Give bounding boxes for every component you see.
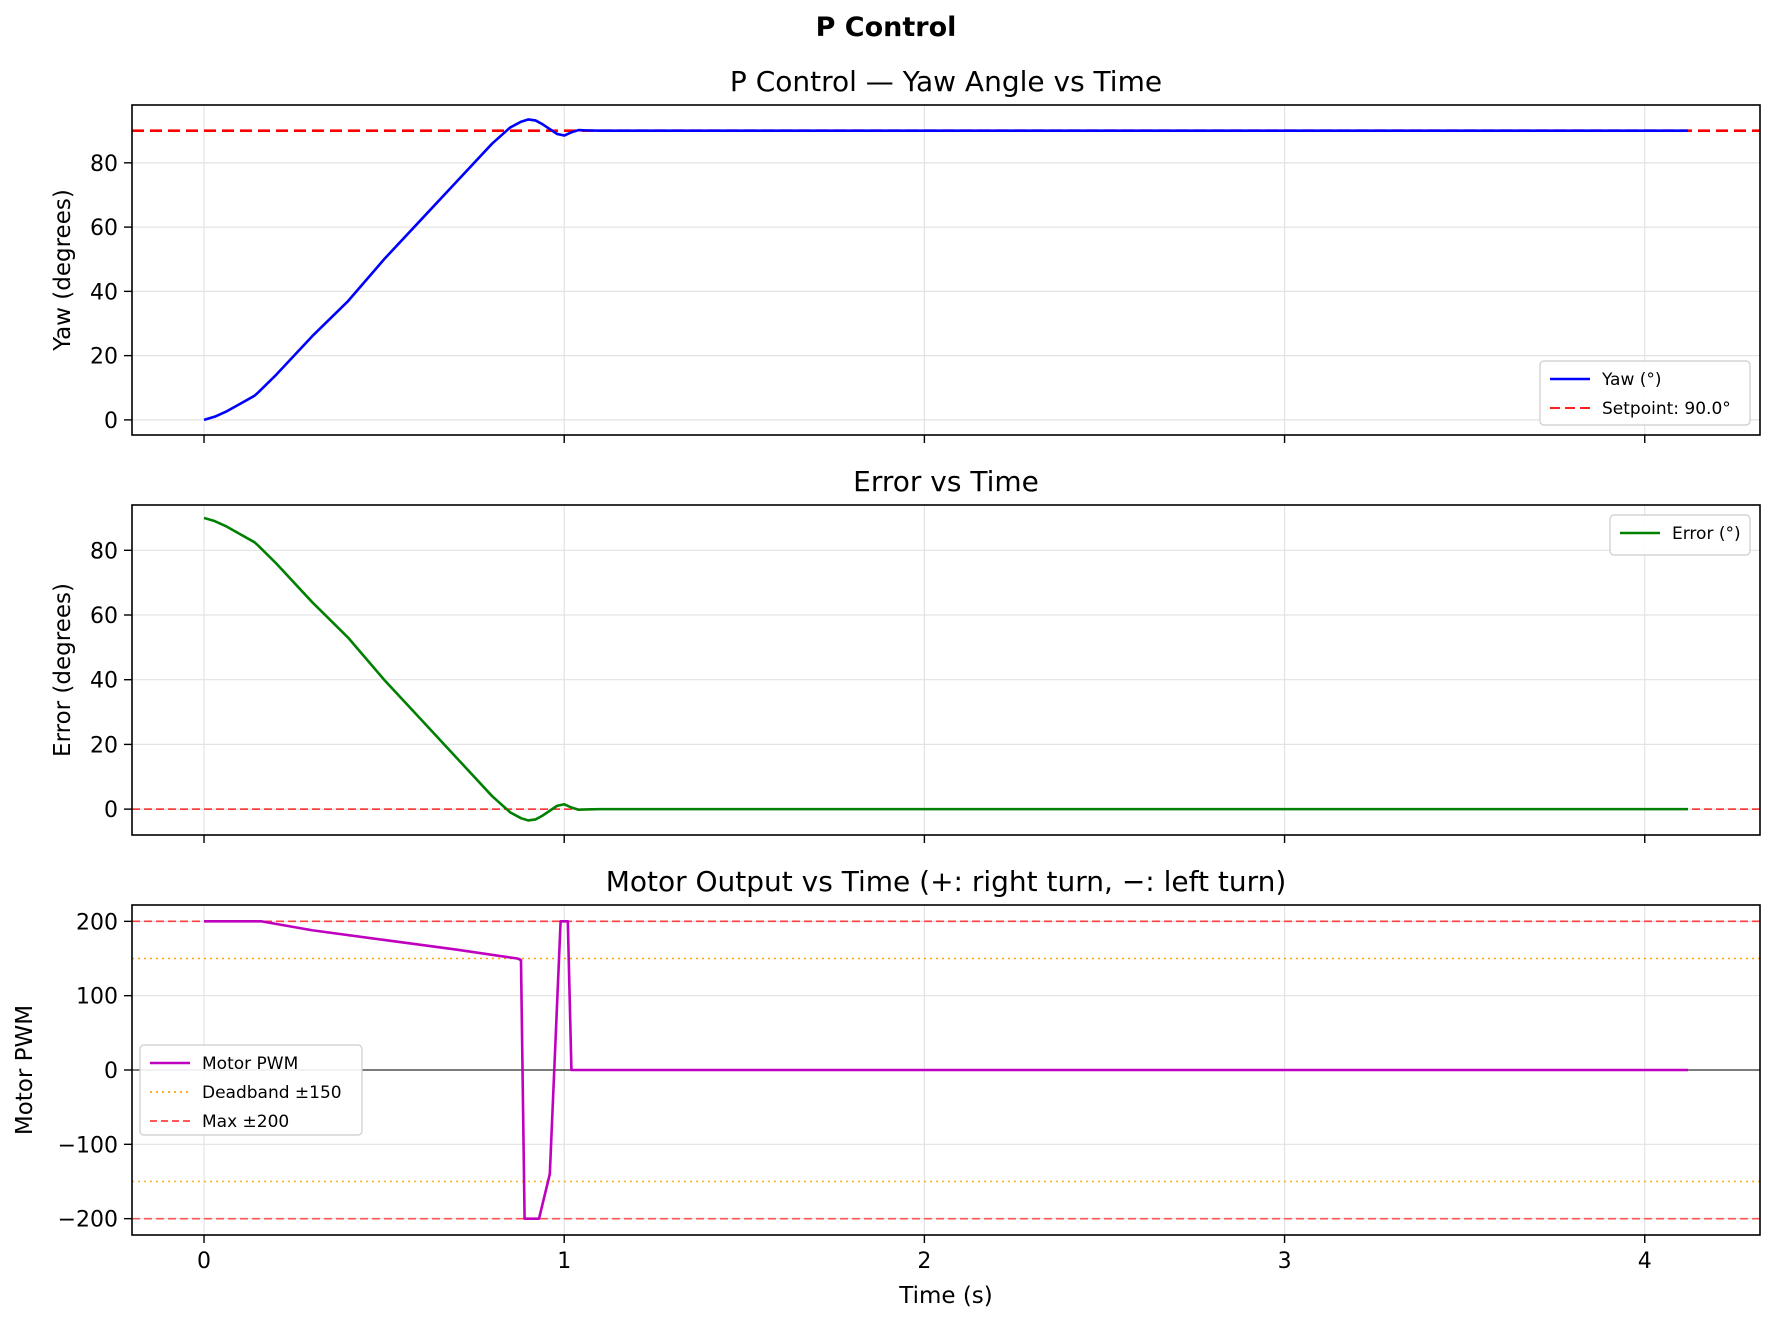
y-tick-label: 0 xyxy=(104,1059,118,1084)
legend: Motor PWM Deadband ±150 Max ±200 xyxy=(139,1044,363,1136)
y-tick-label: 200 xyxy=(76,910,118,935)
axes-frame xyxy=(131,104,1761,436)
subplot-title: P Control — Yaw Angle vs Time xyxy=(730,65,1162,98)
y-tick-label: 40 xyxy=(90,669,118,694)
plot-area xyxy=(132,118,1760,422)
series-line xyxy=(204,920,1688,1220)
legend-label: Deadband ±150 xyxy=(202,1083,342,1103)
y-tick-label: 80 xyxy=(90,152,118,177)
y-tick-label: 0 xyxy=(104,798,118,823)
y-tick-label: 80 xyxy=(90,539,118,564)
subplot-title: Motor Output vs Time (+: right turn, −: … xyxy=(606,865,1287,898)
series-line xyxy=(203,118,1688,422)
x-tick-label: 3 xyxy=(1278,1249,1292,1274)
legend: Error (°) xyxy=(1609,514,1751,556)
series-line xyxy=(203,516,1688,822)
x-tick-label: 4 xyxy=(1638,1249,1652,1274)
subplot-title: Error vs Time xyxy=(853,465,1039,498)
y-tick-label: 20 xyxy=(90,345,118,370)
y-tick-label: 100 xyxy=(76,985,118,1010)
subplot-2: 0 20 40 60 80 Error vs Time Error (degrees) Err… xyxy=(50,465,1761,843)
x-axis-label: Time (s) xyxy=(898,1283,993,1309)
subplot-1: 0 20 40 60 80 P Control — Yaw Angle vs Time Ya… xyxy=(50,65,1761,443)
x-tick-label: 0 xyxy=(197,1249,211,1274)
legend-box xyxy=(1539,360,1751,426)
y-axis-label: Error (degrees) xyxy=(50,583,76,757)
figure-suptitle: P Control xyxy=(816,12,957,43)
legend-box xyxy=(1609,514,1751,556)
legend-label: Error (°) xyxy=(1672,524,1741,544)
y-tick-label: 40 xyxy=(90,280,118,305)
y-tick-label: 60 xyxy=(90,604,118,629)
x-tick-label: 1 xyxy=(557,1249,571,1274)
legend-label: Yaw (°) xyxy=(1601,370,1662,390)
y-tick-label: 0 xyxy=(104,409,118,434)
x-tick-label: 2 xyxy=(917,1249,931,1274)
subplot-3: 0 1 2 3 4 −200 −100 0 100 200 Motor Output vs Time… xyxy=(12,865,1761,1309)
grid xyxy=(132,105,1760,435)
legend-label: Motor PWM xyxy=(202,1054,298,1074)
y-tick-label: −100 xyxy=(58,1133,118,1158)
axes-frame xyxy=(131,504,1761,836)
legend-label: Setpoint: 90.0° xyxy=(1602,399,1731,419)
y-tick-label: 60 xyxy=(90,216,118,241)
legend-label: Max ±200 xyxy=(202,1112,289,1132)
legend-box xyxy=(139,1044,363,1136)
y-tick-label: 20 xyxy=(90,733,118,758)
y-axis-label: Motor PWM xyxy=(12,1005,38,1135)
plot-area xyxy=(132,516,1760,822)
plot-area xyxy=(132,920,1760,1220)
y-axis-label: Yaw (degrees) xyxy=(50,189,76,352)
y-tick-label: −200 xyxy=(58,1208,118,1233)
legend: Yaw (°) Setpoint: 90.0° xyxy=(1539,360,1751,426)
